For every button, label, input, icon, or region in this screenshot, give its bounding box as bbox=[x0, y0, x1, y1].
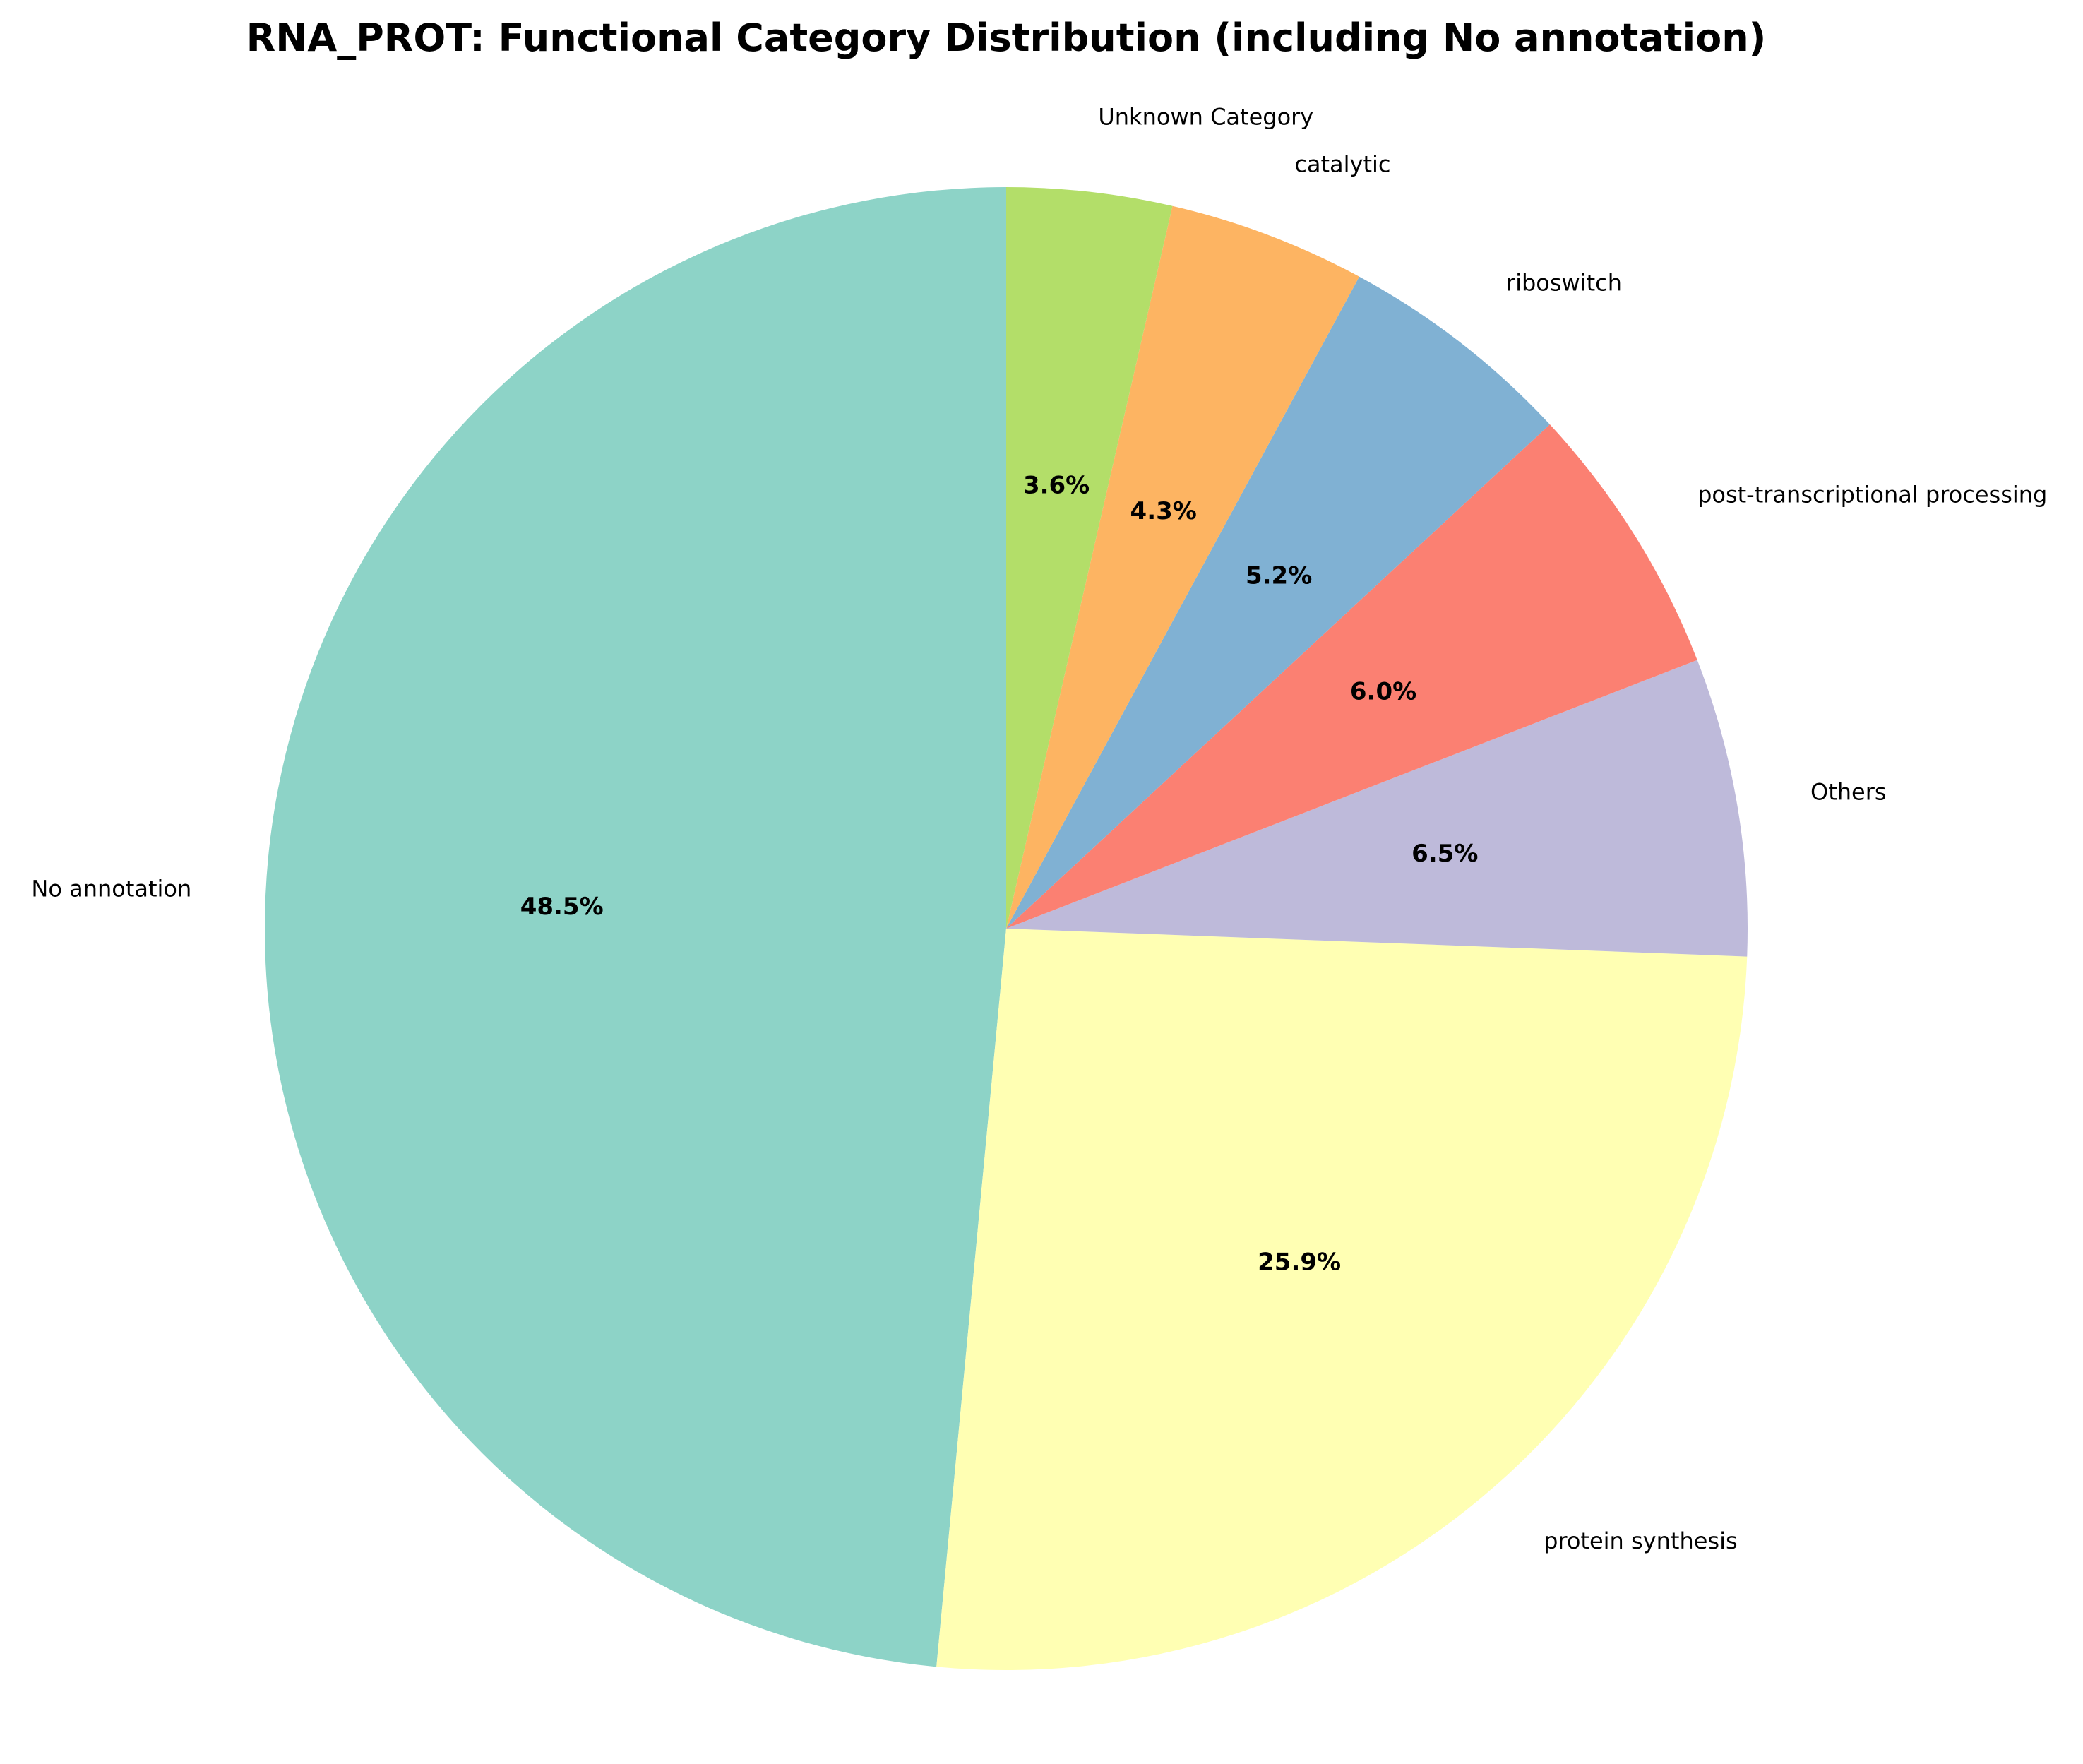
pie-slice-0 bbox=[265, 187, 1006, 1667]
pie-slice-3 bbox=[1006, 424, 1697, 929]
pct-label-6: 3.6% bbox=[1023, 472, 1090, 500]
pie-slice-2 bbox=[1006, 660, 1748, 957]
pie-slice-5 bbox=[1006, 205, 1360, 929]
slice-label-2: Others bbox=[1810, 779, 1887, 806]
slice-labels: No annotation protein synthesis Others post… bbox=[31, 103, 2047, 1554]
pct-label-0: 48.5% bbox=[520, 893, 604, 921]
pie-slices bbox=[265, 187, 1748, 1670]
slice-label-4: riboswitch bbox=[1506, 269, 1622, 296]
pie-slice-6 bbox=[1006, 187, 1173, 929]
chart-title: RNA_PROT: Functional Category Distributi… bbox=[246, 16, 1767, 60]
pct-label-4: 5.2% bbox=[1246, 562, 1312, 590]
slice-label-6: Unknown Category bbox=[1098, 103, 1313, 130]
pie-slice-1 bbox=[936, 929, 1748, 1670]
slice-label-0: No annotation bbox=[31, 876, 191, 902]
slice-label-3: post-transcriptional processing bbox=[1697, 481, 2047, 508]
pct-label-5: 4.3% bbox=[1130, 497, 1197, 525]
pct-label-2: 6.5% bbox=[1411, 840, 1478, 868]
pct-label-1: 25.9% bbox=[1258, 1248, 1341, 1276]
percentage-labels: 48.5% 25.9% 6.5% 6.0% 5.2% 4.3% 3.6% bbox=[520, 472, 1479, 1277]
slice-label-5: catalytic bbox=[1294, 151, 1390, 178]
slice-label-1: protein synthesis bbox=[1544, 1527, 1738, 1554]
pct-label-3: 6.0% bbox=[1350, 677, 1416, 705]
pie-slice-4 bbox=[1006, 276, 1550, 929]
